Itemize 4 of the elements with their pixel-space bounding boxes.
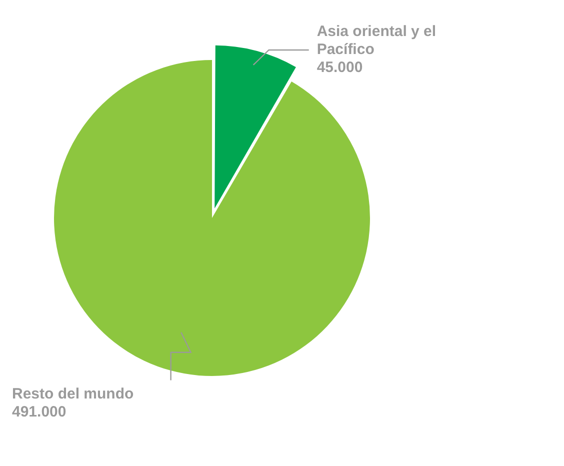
slice-label: Resto del mundo [12,385,134,402]
data-label: 45.000 [316,59,363,76]
data-label: 491.000 [12,403,66,420]
slice-label: Asia oriental y el Pacífico [316,23,436,58]
